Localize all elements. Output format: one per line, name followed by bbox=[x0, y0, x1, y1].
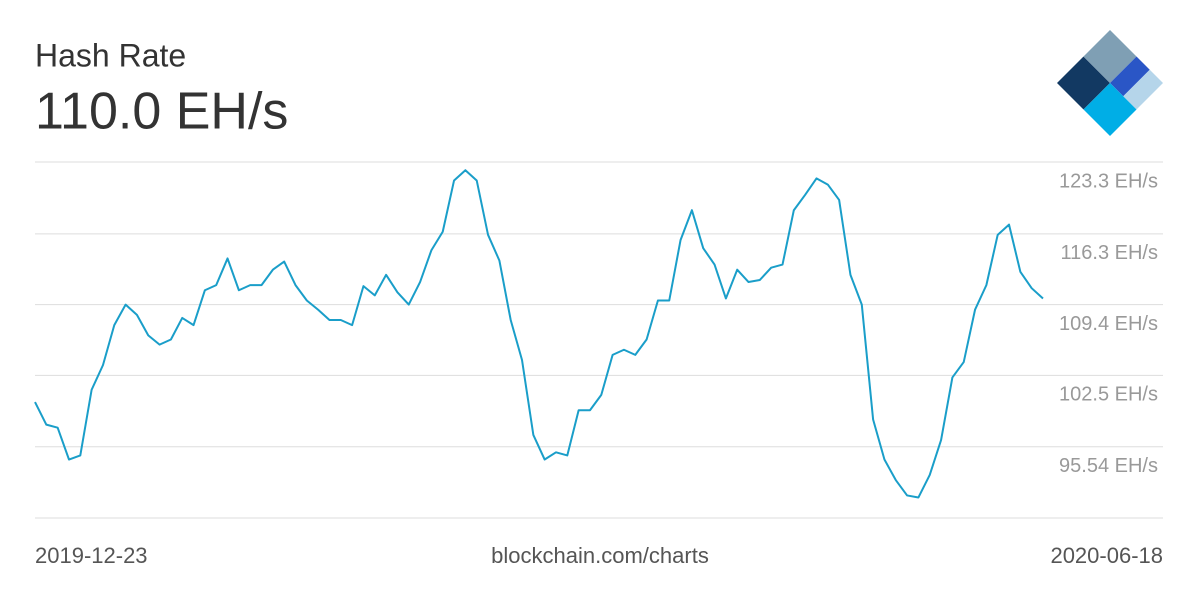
data-line bbox=[34, 169, 1044, 499]
x-end-label: 2020-06-18 bbox=[1050, 543, 1163, 568]
chart-title: Hash Rate bbox=[35, 37, 186, 73]
source: blockchain.com/charts bbox=[491, 543, 709, 568]
logo-piece bbox=[1083, 83, 1137, 136]
y-tick-label: 123.3 EH/s bbox=[1059, 170, 1158, 192]
logo-piece bbox=[1123, 69, 1163, 110]
y-tick-label: 102.5 EH/s bbox=[1059, 384, 1158, 406]
x-start-label: 2019-12-23 bbox=[35, 543, 148, 568]
logo-piece bbox=[1110, 56, 1150, 97]
y-tick-label: 116.3 EH/s bbox=[1061, 242, 1158, 264]
current-value: 110.0 EH/s bbox=[35, 83, 288, 141]
logo bbox=[1057, 30, 1163, 136]
y-tick-label: 109.4 EH/s bbox=[1059, 313, 1158, 335]
y-tick-label: 95.54 EH/s bbox=[1059, 455, 1158, 477]
